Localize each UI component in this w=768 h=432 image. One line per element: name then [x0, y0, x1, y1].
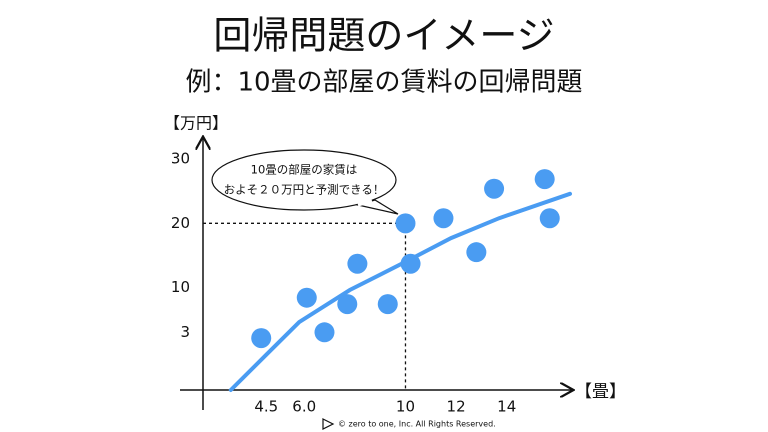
chart-subtitle: 例：10畳の部屋の賃料の回帰問題 — [185, 68, 582, 98]
data-point — [466, 242, 487, 263]
data-point — [314, 322, 335, 343]
data-point — [347, 253, 368, 274]
x-tick-label: 12 — [447, 398, 466, 416]
data-point — [395, 213, 416, 234]
data-point — [251, 328, 272, 349]
annotation: 10畳の部屋の家賃は — [251, 163, 358, 177]
data-point — [296, 287, 317, 308]
data-point — [337, 294, 358, 315]
trend-line — [228, 191, 572, 392]
x-tick-label: 14 — [497, 398, 516, 416]
speech-bubble: 10畳の部屋の家賃は およそ２０万円と予測できる！ — [211, 149, 399, 215]
data-point — [377, 294, 398, 315]
y-tick-label: 10 — [171, 278, 190, 296]
x-tick-label: 6.0 — [292, 398, 316, 416]
data-point — [433, 208, 454, 229]
chart-title: 回帰問題のイメージ — [213, 14, 554, 58]
data-point — [539, 208, 560, 229]
x-tick-label: 4.5 — [254, 398, 278, 416]
y-tick-label: 20 — [171, 214, 190, 232]
x-tick-label: 10 — [396, 398, 415, 416]
y-tick-label: 3 — [180, 323, 190, 341]
y-axis-label: 【万円】 — [164, 114, 228, 133]
x-axis-label: 【畳】 — [575, 382, 626, 402]
footer: © zero to one, Inc. All Rights Reserved. — [338, 420, 496, 429]
y-tick-label: 30 — [171, 150, 190, 168]
annotation: およそ２０万円と予測できる！ — [224, 183, 385, 197]
data-point — [534, 169, 555, 190]
logo — [322, 418, 335, 430]
data-point — [484, 178, 505, 199]
data-point — [400, 253, 421, 274]
